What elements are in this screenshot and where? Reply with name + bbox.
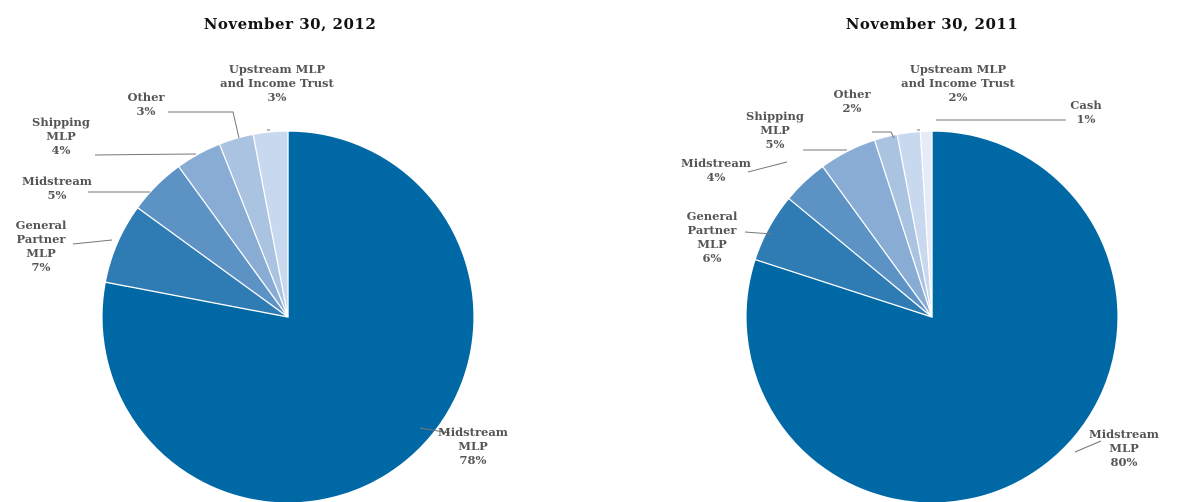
leader-line-general-partner-mlp xyxy=(72,239,113,245)
slice-label-line: General xyxy=(16,218,67,232)
slice-label-line: Midstream xyxy=(1089,427,1159,441)
slice-label-line: Partner xyxy=(688,223,738,237)
chart-title-2012: November 30, 2012 xyxy=(204,15,377,33)
slice-label-line: 6% xyxy=(703,251,722,265)
slice-label-other: Other 3% xyxy=(127,90,165,118)
slice-label-line: 3% xyxy=(268,90,287,104)
slice-label-line: 80% xyxy=(1111,455,1138,469)
slice-label-line: 5% xyxy=(766,137,785,151)
slice-label-line: MLP xyxy=(760,123,790,137)
slice-label-line: 5% xyxy=(48,188,67,202)
leader-line-shipping-mlp xyxy=(94,153,197,156)
pie-slice-upstream-mlp-and-income-trust xyxy=(252,130,289,318)
slice-label-line: 1% xyxy=(1077,112,1096,126)
labels-2012: Midstream MLP 78%General Partner MLP 7%Midstr… xyxy=(16,62,508,467)
slice-label-upstream-mlp-and-income-trust: Upstream MLP and Income Trust 3% xyxy=(220,62,334,104)
slice-label-line: 2% xyxy=(949,90,968,104)
leader-line-general-partner-mlp xyxy=(744,231,773,235)
slice-label-line: Cash xyxy=(1070,98,1102,112)
slice-label-line: General xyxy=(687,209,738,223)
slice-label-line: Other xyxy=(833,87,871,101)
slice-label-line: MLP xyxy=(46,129,76,143)
slice-label-midstream: Midstream 5% xyxy=(22,174,92,202)
slice-label-midstream-mlp: Midstream MLP 80% xyxy=(1089,427,1159,469)
slice-label-midstream: Midstream 4% xyxy=(681,156,751,184)
slice-label-line: 4% xyxy=(52,143,71,157)
labels-2011: Midstream MLP 80%General Partner MLP 6%Midstr… xyxy=(681,62,1159,469)
pie-chart-2011: November 30, 2011 Midstream MLP 80%General… xyxy=(681,15,1159,502)
leader-line-midstream-mlp xyxy=(1074,440,1102,453)
slice-label-line: Upstream MLP xyxy=(229,62,326,76)
slice-label-line: Midstream xyxy=(438,425,508,439)
chart-title-2011: November 30, 2011 xyxy=(846,15,1019,33)
slices-2011 xyxy=(745,130,1119,502)
slice-label-line: 78% xyxy=(460,453,487,467)
slice-label-line: Shipping xyxy=(746,109,804,123)
slice-label-line: 2% xyxy=(843,101,862,115)
slice-label-line: 4% xyxy=(707,170,726,184)
slice-label-line: MLP xyxy=(26,246,56,260)
slice-label-line: Other xyxy=(127,90,165,104)
slice-label-general-partner-mlp: General Partner MLP 6% xyxy=(687,209,738,265)
slice-label-line: Upstream MLP xyxy=(910,62,1007,76)
slice-label-shipping-mlp: Shipping MLP 5% xyxy=(746,109,804,151)
slice-label-line: 3% xyxy=(137,104,156,118)
slice-label-other: Other 2% xyxy=(833,87,871,115)
slice-label-line: MLP xyxy=(458,439,488,453)
pie-chart-2012: November 30, 2012 Midstream MLP 78%General… xyxy=(16,15,508,502)
slice-label-cash: Cash 1% xyxy=(1070,98,1102,126)
slice-label-midstream-mlp: Midstream MLP 78% xyxy=(438,425,508,467)
slice-label-line: Midstream xyxy=(22,174,92,188)
slice-label-line: Midstream xyxy=(681,156,751,170)
leader-line-midstream xyxy=(747,161,788,173)
slice-label-line: 7% xyxy=(32,260,51,274)
leader-line-other xyxy=(872,131,895,139)
slice-label-line: Partner xyxy=(17,232,67,246)
slice-label-upstream-mlp-and-income-trust: Upstream MLP and Income Trust 2% xyxy=(901,62,1015,104)
slice-label-line: Shipping xyxy=(32,115,90,129)
slice-label-line: and Income Trust xyxy=(220,76,334,90)
slice-label-line: MLP xyxy=(1109,441,1139,455)
slice-label-line: and Income Trust xyxy=(901,76,1015,90)
leader-line-other xyxy=(168,111,240,139)
slice-label-line: MLP xyxy=(697,237,727,251)
slices-2012 xyxy=(101,130,475,502)
slice-label-shipping-mlp: Shipping MLP 4% xyxy=(32,115,90,157)
leader-line-midstream-mlp xyxy=(419,427,451,434)
slice-label-general-partner-mlp: General Partner MLP 7% xyxy=(16,218,67,274)
pie-slice-cash xyxy=(919,130,933,318)
